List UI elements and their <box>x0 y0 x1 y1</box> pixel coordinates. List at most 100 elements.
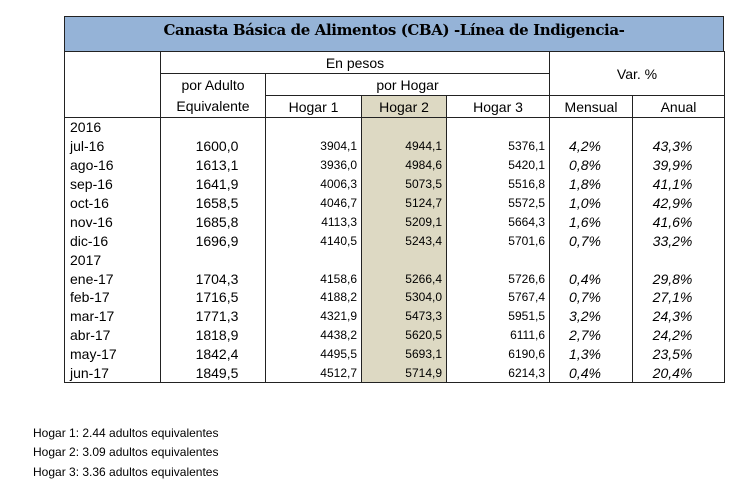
month-cell: may-17 <box>64 344 161 364</box>
anual-cell: 20,4% <box>632 363 726 383</box>
adulto-cell: 1696,9 <box>160 231 266 251</box>
cba-table: Canasta Básica de Alimentos (CBA) -Línea… <box>64 16 726 383</box>
hogar1-cell: 4046,7 <box>265 193 362 213</box>
adulto-cell: 1613,1 <box>160 155 266 175</box>
month-cell: dic-16 <box>64 231 161 251</box>
empty-cell <box>265 250 362 270</box>
month-cell: nov-16 <box>64 212 161 232</box>
hogar2-cell: 5073,5 <box>361 174 447 194</box>
hogar3-cell: 5701,6 <box>446 231 550 251</box>
table-row: dic-16 1696,9 4140,5 5243,4 5701,6 0,7% 33,2% <box>64 231 726 251</box>
table-row: may-17 1842,4 4495,5 5693,1 6190,6 1,3% 23,5% <box>64 344 726 364</box>
adulto-cell: 1704,3 <box>160 269 266 289</box>
hogar3-cell: 5951,5 <box>446 306 550 326</box>
mensual-cell: 1,3% <box>549 344 633 364</box>
month-cell: mar-17 <box>64 306 161 326</box>
hogar2-cell: 5124,7 <box>361 193 447 213</box>
empty-cell <box>160 250 266 270</box>
hogar2-cell: 5620,5 <box>361 325 447 345</box>
empty-cell <box>632 250 726 270</box>
hogar2-cell: 4944,1 <box>361 136 447 156</box>
table-row: jul-16 1600,0 3904,1 4944,1 5376,1 4,2% 43,3% <box>64 136 726 156</box>
table-row: 2016 <box>64 117 726 137</box>
mensual-cell: 0,4% <box>549 363 633 383</box>
header-por-adulto: por Adulto <box>160 73 266 96</box>
mensual-cell: 0,7% <box>549 231 633 251</box>
hogar3-cell: 5767,4 <box>446 288 550 307</box>
hogar2-cell: 5693,1 <box>361 344 447 364</box>
header-hogar2: Hogar 2 <box>361 95 447 118</box>
empty-cell <box>160 117 266 137</box>
mensual-cell: 1,0% <box>549 193 633 213</box>
adulto-cell: 1685,8 <box>160 212 266 232</box>
table-row: jun-17 1849,5 4512,7 5714,9 6214,3 0,4% 20,4% <box>64 363 726 383</box>
empty-cell <box>361 117 447 137</box>
anual-cell: 41,1% <box>632 174 726 194</box>
hogar1-cell: 4188,2 <box>265 288 362 307</box>
empty-cell <box>265 117 362 137</box>
footnote-hogar2: Hogar 2: 3.09 adultos equivalentes <box>33 445 219 459</box>
anual-cell: 41,6% <box>632 212 726 232</box>
month-cell: jul-16 <box>64 136 161 156</box>
anual-cell: 23,5% <box>632 344 726 364</box>
empty-cell <box>549 117 633 137</box>
table-row: 2017 <box>64 250 726 270</box>
anual-cell: 43,3% <box>632 136 726 156</box>
table-row: abr-17 1818,9 4438,2 5620,5 6111,6 2,7% 24,2% <box>64 325 726 345</box>
table-row: oct-16 1658,5 4046,7 5124,7 5572,5 1,0% 42,9% <box>64 193 726 213</box>
month-cell: jun-17 <box>64 363 161 383</box>
hogar1-cell: 4113,3 <box>265 212 362 232</box>
mensual-cell: 1,6% <box>549 212 633 232</box>
hogar3-cell: 5664,3 <box>446 212 550 232</box>
anual-cell: 33,2% <box>632 231 726 251</box>
anual-cell: 24,3% <box>632 306 726 326</box>
table-row: ene-17 1704,3 4158,6 5266,4 5726,6 0,4% 29,8% <box>64 269 726 289</box>
month-cell: ene-17 <box>64 269 161 289</box>
mensual-cell: 3,2% <box>549 306 633 326</box>
empty-cell <box>446 250 550 270</box>
month-cell: feb-17 <box>64 288 161 307</box>
anual-cell: 24,2% <box>632 325 726 345</box>
hogar2-cell: 5714,9 <box>361 363 447 383</box>
footnote-hogar1: Hogar 1: 2.44 adultos equivalentes <box>33 426 219 440</box>
hogar1-cell: 3936,0 <box>265 155 362 175</box>
empty-cell <box>632 117 726 137</box>
footnote-hogar3: Hogar 3: 3.36 adultos equivalentes <box>33 465 219 479</box>
header-var: Var. % <box>549 51 726 96</box>
header-mensual: Mensual <box>549 95 633 118</box>
anual-cell: 27,1% <box>632 288 726 307</box>
month-cell: abr-17 <box>64 325 161 345</box>
hogar3-cell: 6190,6 <box>446 344 550 364</box>
hogar2-cell: 4984,6 <box>361 155 447 175</box>
adulto-cell: 1842,4 <box>160 344 266 364</box>
anual-cell: 42,9% <box>632 193 726 213</box>
empty-cell <box>361 250 447 270</box>
hogar2-cell: 5266,4 <box>361 269 447 289</box>
hogar2-cell: 5243,4 <box>361 231 447 251</box>
table-row: nov-16 1685,8 4113,3 5209,1 5664,3 1,6% 41,6% <box>64 212 726 232</box>
year-label: 2016 <box>64 117 161 137</box>
header-en-pesos: En pesos <box>160 51 550 74</box>
year-label: 2017 <box>64 250 161 270</box>
adulto-cell: 1771,3 <box>160 306 266 326</box>
anual-cell: 29,8% <box>632 269 726 289</box>
hogar2-cell: 5304,0 <box>361 288 447 307</box>
table-title: Canasta Básica de Alimentos (CBA) -Línea… <box>64 16 724 41</box>
hogar1-cell: 4512,7 <box>265 363 362 383</box>
hogar3-cell: 5376,1 <box>446 136 550 156</box>
hogar1-cell: 4158,6 <box>265 269 362 289</box>
empty-cell <box>446 117 550 137</box>
table-row: feb-17 1716,5 4188,2 5304,0 5767,4 0,7% 27,1% <box>64 288 726 307</box>
header-anual: Anual <box>632 95 726 118</box>
month-cell: oct-16 <box>64 193 161 213</box>
header-hogar1: Hogar 1 <box>265 95 362 118</box>
adulto-cell: 1641,9 <box>160 174 266 194</box>
mensual-cell: 1,8% <box>549 174 633 194</box>
hogar3-cell: 5516,8 <box>446 174 550 194</box>
hogar3-cell: 5572,5 <box>446 193 550 213</box>
header-equivalente: Equivalente <box>160 95 266 118</box>
hogar1-cell: 4321,9 <box>265 306 362 326</box>
mensual-cell: 0,8% <box>549 155 633 175</box>
hogar3-cell: 6214,3 <box>446 363 550 383</box>
adulto-cell: 1716,5 <box>160 288 266 307</box>
